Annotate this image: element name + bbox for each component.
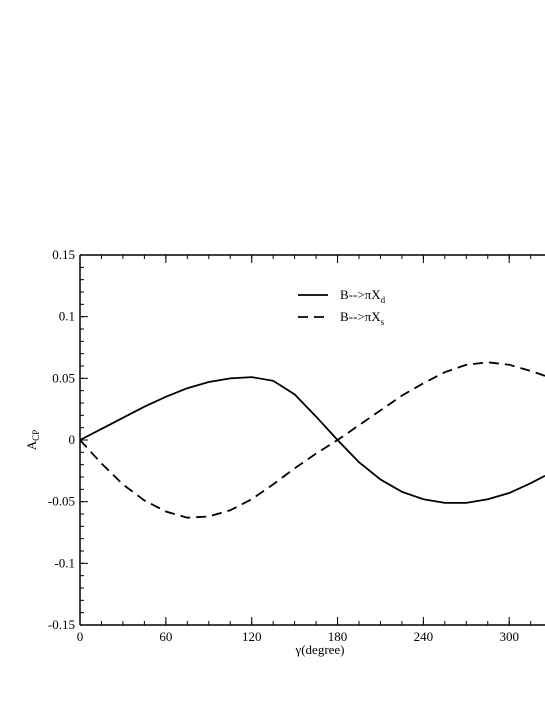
y-tick-label: 0.1 [59,309,75,324]
legend-label: B-->πXd [340,287,386,305]
y-tick-label: 0 [69,432,76,447]
x-tick-label: 120 [242,629,262,644]
series-line [79,376,545,504]
x-tick-label: 240 [414,629,434,644]
legend-name: B-->πX [340,287,381,302]
legend-name: B-->πX [340,309,381,324]
series-line [79,361,545,519]
y-tick-label: 0.15 [52,247,75,262]
x-tick-label: 180 [328,629,348,644]
x-tick-label: 300 [499,629,519,644]
x-tick-label: 0 [77,629,84,644]
y-axis-label-main: A [24,440,39,450]
y-axis-label-sub: CP [31,430,41,441]
y-tick-label: -0.1 [54,555,75,570]
y-tick-label: 0.05 [52,370,75,385]
legend-label: B-->πXs [340,309,385,327]
y-tick-label: -0.05 [48,494,75,509]
x-tick-label: 60 [159,629,172,644]
y-axis-label: ACP [24,430,41,450]
legend-sub: d [381,295,386,305]
y-tick-label: -0.15 [48,617,75,632]
x-axis-label: γ(degree) [294,642,344,657]
legend-sub: s [381,317,385,327]
